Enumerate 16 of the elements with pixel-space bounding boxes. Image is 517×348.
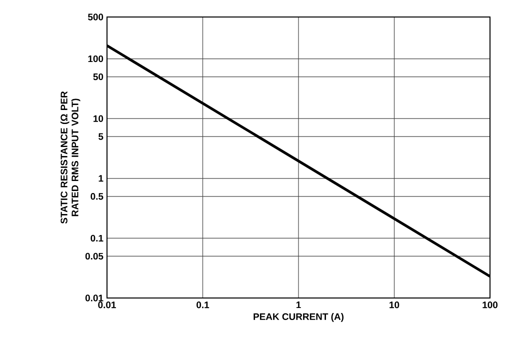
y-tick-label: 100 [88, 55, 104, 62]
y-tick-label: 1 [98, 175, 104, 182]
y-tick-label: 0.01 [85, 294, 104, 302]
y-tick-label: 0.5 [90, 193, 104, 200]
x-tick-label: 10 [390, 302, 400, 308]
x-axis-title: PEAK CURRENT (A) [254, 313, 344, 322]
y-tick-label: 0.05 [85, 252, 104, 260]
x-tick-label: 0.1 [196, 302, 210, 308]
x-tick-label: 1 [296, 302, 301, 308]
y-tick-label: 0.1 [90, 234, 104, 242]
y-axis-title: STATIC RESISTANCE (Ω PER RATED RMS INPUT VOLT) [60, 91, 80, 224]
y-tick-label: 500 [88, 14, 104, 20]
x-tick-label: 100 [482, 302, 498, 308]
y-tick-label: 5 [98, 133, 104, 140]
y-tick-label: 50 [93, 73, 104, 80]
y-tick-label: 10 [94, 115, 104, 122]
